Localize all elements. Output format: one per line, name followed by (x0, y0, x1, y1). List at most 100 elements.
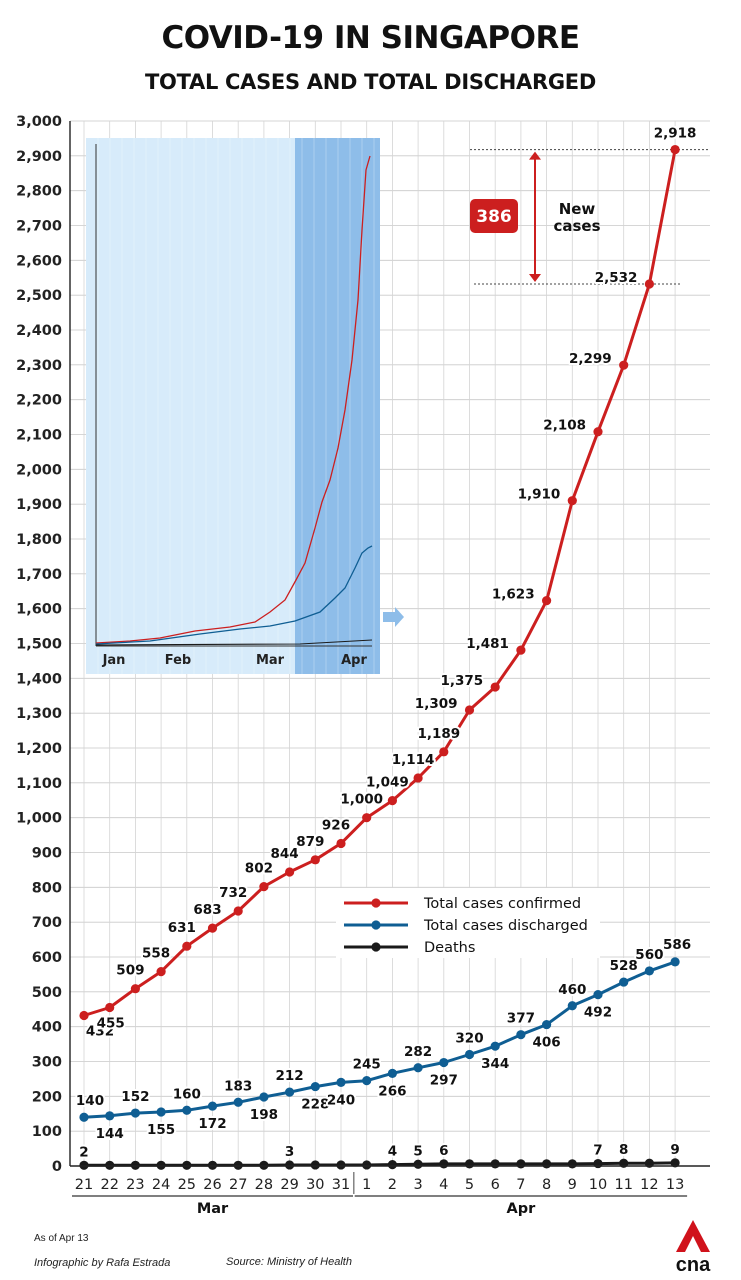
y-tick-label: 800 (32, 880, 62, 896)
discharged-point (516, 1030, 526, 1040)
x-tick-label: 3 (413, 1177, 422, 1193)
confirmed-value-label: 631 (168, 920, 196, 936)
discharged-value-label: 266 (378, 1083, 406, 1099)
confirmed-value-label: 1,049 (366, 775, 409, 791)
discharged-value-label: 245 (353, 1057, 381, 1073)
confirmed-value-label: 1,481 (466, 636, 509, 652)
inset-highlight-region (295, 138, 380, 674)
discharged-point (259, 1092, 269, 1102)
inset-x-label: Feb (165, 653, 191, 668)
x-tick-label: 25 (178, 1177, 196, 1193)
inset-arrow-icon (383, 607, 404, 627)
legend-label: Deaths (424, 940, 475, 956)
discharged-point (593, 990, 603, 1000)
deaths-value-label-halo: 6 (439, 1143, 448, 1159)
chart-legend: Total cases confirmed Total cases dischar… (336, 888, 600, 958)
discharged-value-label-halo: 528 (610, 958, 638, 974)
deaths-point (285, 1160, 295, 1170)
discharged-value-label-halo: 212 (276, 1068, 304, 1084)
legend-label: Total cases confirmed (423, 896, 581, 912)
confirmed-point (593, 427, 603, 437)
deaths-value-label: 4 (388, 1144, 397, 1160)
confirmed-point (362, 813, 372, 823)
discharged-point (207, 1101, 218, 1111)
discharged-value-label: 152 (121, 1089, 149, 1105)
deaths-point (413, 1159, 423, 1169)
discharged-value-label: 282 (404, 1044, 432, 1060)
confirmed-point (542, 596, 552, 606)
confirmed-value-label-halo: 1,375 (440, 673, 483, 689)
discharged-point (644, 966, 655, 976)
y-tick-label: 1,300 (16, 706, 62, 722)
deaths-value-label-halo: 2 (79, 1144, 88, 1160)
y-tick-label: 2,300 (16, 358, 62, 374)
discharged-value-label-halo: 377 (507, 1011, 535, 1027)
discharged-point (233, 1097, 243, 1107)
y-tick-label: 2,400 (16, 323, 62, 339)
chart-axes: 0 100 200 300 400 500 600 700 800 900 1,000 1,100 1,… (16, 114, 710, 1217)
credit-note: Infographic by Rafa Estrada (34, 1257, 171, 1269)
confirmed-value-label-halo: 1,623 (492, 587, 535, 603)
confirmed-value-label-halo: 926 (322, 817, 350, 833)
discharged-point (182, 1105, 192, 1115)
x-tick-label: 12 (640, 1177, 658, 1193)
confirmed-value-label-halo: 432 (86, 1024, 114, 1040)
deaths-point (336, 1160, 346, 1170)
discharged-value-label-halo: 460 (558, 982, 586, 998)
confirmed-point (670, 144, 680, 155)
deaths-value-label-halo: 8 (619, 1142, 628, 1158)
y-tick-label: 1,600 (16, 602, 62, 618)
x-tick-label: 10 (589, 1177, 607, 1193)
y-tick-label: 1,700 (16, 567, 62, 583)
x-tick-label: 6 (491, 1177, 500, 1193)
discharged-value-label-halo: 344 (481, 1056, 509, 1072)
confirmed-point (336, 838, 346, 849)
discharged-value-label: 198 (250, 1107, 278, 1123)
confirmed-value-label: 558 (142, 946, 170, 962)
confirmed-point (310, 855, 320, 865)
new-cases-label-line1: New (559, 200, 596, 218)
inset-deaths-line (95, 639, 373, 646)
y-tick-label: 400 (32, 1020, 62, 1036)
confirmed-value-label-halo: 455 (97, 1016, 125, 1032)
confirmed-point (285, 867, 295, 877)
confirmed-value-label: 1,309 (415, 696, 458, 712)
y-tick-label: 500 (32, 985, 62, 1001)
confirmed-value-label: 2,299 (569, 351, 612, 367)
deaths-point (439, 1159, 449, 1169)
confirmed-value-label: 926 (322, 817, 350, 833)
discharged-value-label: 586 (663, 937, 691, 953)
discharged-value-label: 212 (276, 1068, 304, 1084)
x-tick-label: 2 (388, 1177, 397, 1193)
deaths-value-label: 8 (619, 1142, 628, 1158)
discharged-point (156, 1107, 166, 1117)
confirmed-point (439, 747, 449, 757)
x-tick-label: 8 (542, 1177, 551, 1193)
confirmed-value-label-halo: 2,918 (654, 126, 697, 142)
discharged-value-label-halo: 560 (635, 947, 663, 963)
discharged-value-label-halo: 172 (198, 1116, 226, 1132)
new-cases-value: 386 (476, 207, 512, 227)
annotation-arrow-down-icon (529, 274, 541, 283)
discharged-value-label-halo: 240 (327, 1092, 355, 1108)
deaths-point (490, 1159, 500, 1169)
confirmed-point (182, 941, 192, 951)
confirmed-value-label: 455 (97, 1016, 125, 1032)
discharged-point (285, 1087, 295, 1097)
deaths-value-label: 5 (413, 1143, 422, 1159)
legend-label: Total cases discharged (423, 918, 588, 934)
discharged-value-label: 160 (173, 1086, 201, 1102)
x-tick-label: 9 (568, 1177, 577, 1193)
y-tick-label: 1,500 (16, 637, 62, 653)
discharged-point (439, 1057, 449, 1068)
discharged-point (670, 957, 680, 967)
confirmed-point (259, 882, 269, 892)
svg-text:cna: cna (676, 1254, 711, 1274)
y-tick-label: 2,700 (16, 219, 62, 235)
confirmed-value-label: 432 (86, 1024, 114, 1040)
deaths-value-label: 6 (439, 1143, 448, 1159)
new-cases-label-line2: cases (553, 217, 600, 235)
confirmed-point (105, 1002, 115, 1013)
inset-x-label: Mar (256, 653, 285, 668)
